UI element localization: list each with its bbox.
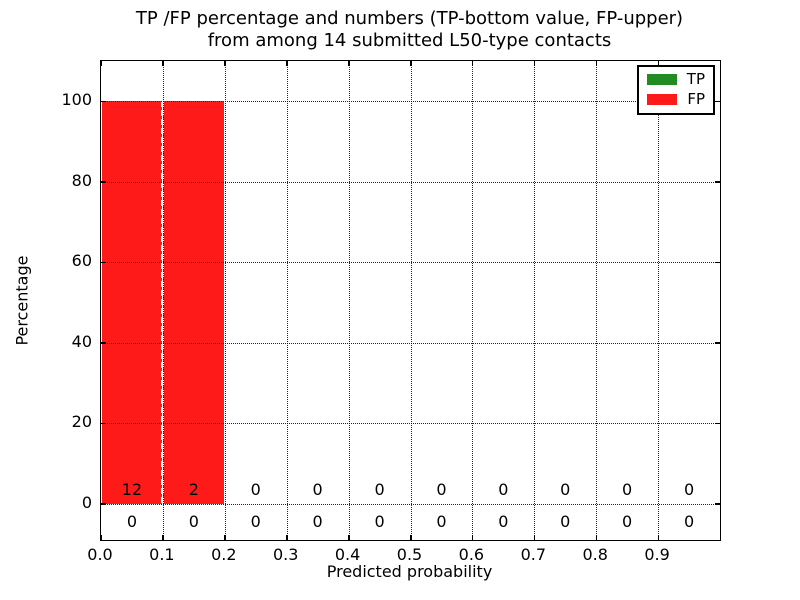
fp-count-label: 0: [683, 479, 695, 499]
tp-count-label: 0: [312, 511, 323, 531]
x-tick: [595, 61, 598, 66]
x-tick-label: 0.1: [149, 545, 175, 564]
x-tick-label: 0.6: [458, 545, 485, 564]
x-tick: [533, 61, 536, 66]
gridline-x0.2: [224, 61, 226, 540]
y-axis-label: Percentage: [12, 255, 32, 346]
x-tick: [471, 535, 474, 540]
x-tick: [286, 61, 288, 66]
x-tick: [162, 61, 164, 66]
y-tick-label: 60: [71, 251, 92, 271]
x-tick-label: 0.0: [87, 545, 113, 564]
y-tick: [715, 261, 720, 264]
x-tick: [410, 61, 412, 66]
legend-label: TP: [686, 70, 705, 88]
y-tick: [101, 503, 106, 505]
x-tick: [224, 535, 226, 540]
gridline-x0.6: [472, 61, 474, 540]
x-tick-label: 0.9: [644, 545, 670, 564]
y-tick: [715, 503, 720, 505]
y-tick: [715, 100, 720, 103]
tp-count-label: 0: [188, 511, 199, 531]
tp-count-label: 0: [622, 511, 633, 531]
tp-count-label: 0: [683, 511, 695, 531]
y-tick: [101, 422, 106, 425]
tp-count-label: 0: [498, 511, 509, 531]
fp-swatch: [646, 94, 677, 105]
x-tick: [162, 535, 164, 540]
tick-layer: [100, 61, 720, 540]
y-tick-label: 0: [81, 492, 92, 512]
x-tick-label: 0.2: [211, 545, 237, 564]
chart-title-line1: TP /FP percentage and numbers (TP-bottom…: [135, 8, 684, 29]
y-tick: [715, 342, 720, 344]
chart-title: TP /FP percentage and numbers (TP-bottom…: [100, 8, 719, 52]
x-tick-label: 0.3: [272, 545, 299, 564]
bar-fp: [163, 101, 225, 504]
fp-count-label: 0: [312, 479, 323, 499]
x-tick-label: 0.4: [334, 545, 361, 564]
fp-count-label: 12: [121, 479, 143, 499]
gridline-x0.9: [658, 61, 660, 540]
x-tick: [657, 61, 660, 66]
x-tick: [471, 61, 474, 66]
x-tick: [595, 535, 598, 540]
x-tick: [348, 535, 350, 540]
chart-title-line2: from among 14 submitted L50-type contact…: [207, 30, 612, 51]
fp-count-label: 0: [622, 479, 633, 499]
x-tick: [286, 535, 288, 540]
tp-count-label: 0: [560, 511, 571, 531]
y-tick-label: 80: [71, 170, 92, 190]
fp-count-label: 0: [374, 479, 385, 499]
gridline-x0.3: [286, 61, 288, 540]
x-axis-label: Predicted probability: [326, 562, 493, 581]
x-tick: [224, 61, 226, 66]
x-tick-label: 0.7: [520, 545, 547, 564]
fp-count-label: 0: [250, 479, 261, 499]
legend-item-tp: TP: [646, 70, 705, 88]
y-tick-label: 20: [71, 412, 92, 432]
y-tick-label: 40: [71, 331, 92, 351]
y-tick-label: 100: [61, 90, 92, 110]
y-tick: [715, 422, 720, 425]
x-tick: [657, 535, 660, 540]
fp-count-label: 0: [560, 479, 571, 499]
gridline-x0.7: [534, 61, 536, 540]
tp-swatch: [646, 74, 677, 85]
x-tick: [348, 61, 350, 66]
legend-item-fp: FP: [646, 90, 705, 108]
gridline-x0.8: [596, 61, 598, 540]
y-tick: [101, 181, 106, 183]
fp-count-label: 0: [436, 479, 447, 499]
fp-count-label: 0: [498, 479, 509, 499]
x-tick: [100, 535, 102, 540]
fp-count-label: 2: [188, 479, 199, 499]
bar-fp: [101, 101, 163, 504]
y-tick: [715, 181, 720, 183]
tp-count-label: 0: [126, 511, 138, 531]
gridline-x0.5: [410, 61, 412, 540]
y-tick: [101, 100, 106, 103]
x-tick: [533, 535, 536, 540]
tp-count-label: 0: [374, 511, 385, 531]
gridline-x0.1: [162, 61, 164, 540]
x-tick: [410, 535, 412, 540]
legend: TP FP: [636, 65, 715, 115]
plot-area: 0 0 0 0 0 0 0 0 0 0 12 2 0 0 0 0 0 0 0 0 TP FP: [100, 60, 721, 541]
bar-layer: [101, 61, 720, 540]
count-annotation-layer: 0 0 0 0 0 0 0 0 0 0 12 2 0 0 0 0 0 0 0 0: [101, 61, 720, 540]
tp-count-label: 0: [436, 511, 447, 531]
y-tick: [101, 342, 106, 344]
x-tick-label: 0.5: [396, 545, 423, 564]
y-tick: [101, 261, 106, 264]
x-tick-label: 0.8: [582, 545, 608, 564]
x-tick: [100, 61, 102, 66]
tp-count-label: 0: [250, 511, 261, 531]
gridline-x0.4: [348, 61, 350, 540]
legend-label: FP: [687, 90, 705, 108]
grid-layer: [101, 61, 720, 540]
